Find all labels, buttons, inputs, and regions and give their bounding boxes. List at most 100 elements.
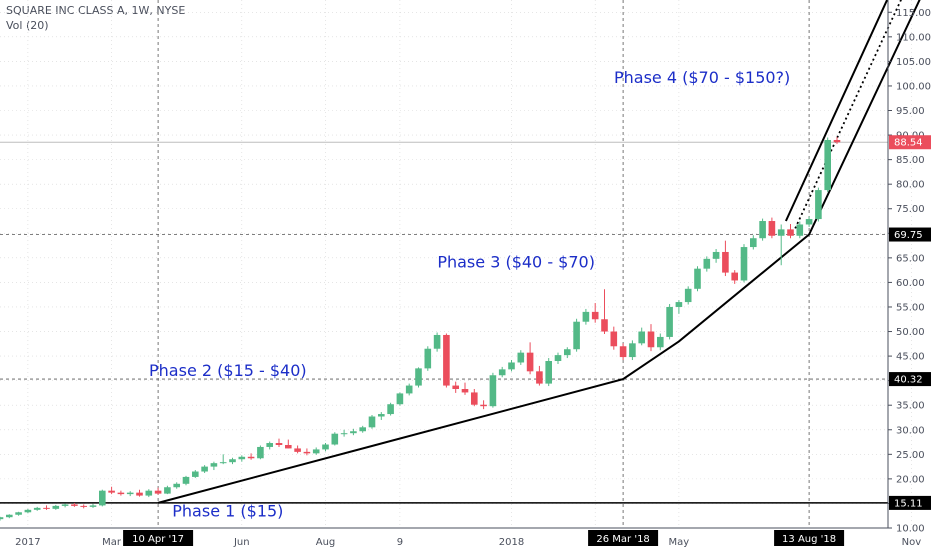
price-level-label: 15.11 xyxy=(894,498,923,509)
phase-annotation: Phase 2 ($15 - $40) xyxy=(149,361,307,380)
x-marker-tag xyxy=(774,530,845,546)
candle-body xyxy=(238,456,246,460)
candle-body xyxy=(601,319,608,332)
candle-body xyxy=(824,139,831,191)
candle-body xyxy=(229,459,236,463)
candle-body xyxy=(722,251,729,273)
y-tick-label: 45.00 xyxy=(896,352,925,363)
candle-body xyxy=(526,352,534,372)
phase-annotation: Phase 4 ($70 - $150?) xyxy=(614,68,790,87)
x-marker-tag xyxy=(588,530,659,546)
candle-body xyxy=(182,476,190,484)
candle-body xyxy=(573,321,580,350)
y-tick-label: 10.00 xyxy=(896,524,925,535)
candle-body xyxy=(164,487,171,494)
candle-body xyxy=(257,446,264,459)
candle-body xyxy=(536,371,543,384)
candle-body xyxy=(750,238,757,248)
candle-body xyxy=(443,334,450,386)
x-marker-tag xyxy=(123,530,194,546)
candle-body xyxy=(368,416,376,428)
y-tick-label: 75.00 xyxy=(896,204,925,215)
trendline xyxy=(794,0,902,229)
candle-body xyxy=(591,311,599,320)
candle-body xyxy=(331,433,339,445)
x-tick-label: Jun xyxy=(233,537,250,548)
candle-body xyxy=(489,375,497,407)
candle-body xyxy=(610,331,618,347)
candle-body xyxy=(712,251,720,259)
y-tick-label: 30.00 xyxy=(896,425,925,436)
x-tick-label: Aug xyxy=(316,537,336,548)
candle-body xyxy=(61,504,69,506)
x-tick-label: May xyxy=(669,537,690,548)
candle-body xyxy=(154,490,162,494)
candle-body xyxy=(703,258,711,269)
candle-body xyxy=(359,427,366,432)
annotations: Phase 1 ($15) Phase 2 ($15 - $40) Phase 3 … xyxy=(149,68,790,521)
y-tick-label: 25.00 xyxy=(896,450,925,461)
candle-body xyxy=(554,355,562,362)
candle-body xyxy=(461,389,469,393)
price-level-label: 40.32 xyxy=(894,375,923,386)
phase-annotation: Phase 3 ($40 - $70) xyxy=(437,253,595,272)
y-tick-label: 115.00 xyxy=(896,8,931,19)
candle-body xyxy=(303,451,311,454)
y-tick-label: 95.00 xyxy=(896,106,925,117)
price-level-tag xyxy=(889,495,931,510)
y-tick-label: 100.00 xyxy=(896,81,931,92)
candle-body xyxy=(666,306,673,337)
candle-body xyxy=(136,492,143,496)
trendlines[interactable] xyxy=(157,0,921,504)
candle-body xyxy=(173,483,180,488)
candle-body xyxy=(285,444,292,449)
candle-body xyxy=(731,272,738,281)
candle-body xyxy=(210,463,218,467)
x-tick-label: Mar xyxy=(102,537,122,548)
y-tick-label: 60.00 xyxy=(896,278,925,289)
candle-body xyxy=(378,414,385,417)
candle-body xyxy=(796,224,804,236)
candle-body xyxy=(424,348,432,369)
x-tick-label: 2018 xyxy=(499,537,524,548)
candle-body xyxy=(350,431,357,434)
candle-body xyxy=(777,229,785,236)
trendline xyxy=(157,0,921,504)
candle-body xyxy=(340,433,348,435)
price-level-tag xyxy=(889,135,931,150)
candle-body xyxy=(452,385,459,390)
candle-body xyxy=(24,509,32,513)
candle-body xyxy=(52,505,60,509)
x-tick-label: 2017 xyxy=(15,537,40,548)
candle-body xyxy=(266,443,273,447)
candle-body xyxy=(545,361,552,384)
candle-body xyxy=(322,444,329,450)
candle-body xyxy=(471,392,478,405)
y-tick-label: 85.00 xyxy=(896,155,925,166)
volume-label: Vol (20) xyxy=(6,19,49,32)
candle-body xyxy=(117,492,125,495)
candle-body xyxy=(498,369,506,376)
candle-body xyxy=(433,334,441,349)
candle-body xyxy=(619,346,627,358)
candle-body xyxy=(657,336,664,348)
candle-body xyxy=(0,517,4,520)
candle-body xyxy=(275,443,283,445)
candle-body xyxy=(787,229,794,236)
candle-body xyxy=(684,288,692,303)
y-tick-label: 80.00 xyxy=(896,180,925,191)
candle-body xyxy=(638,331,645,344)
candle-body xyxy=(805,219,813,225)
candle-body xyxy=(694,268,701,289)
candle-body xyxy=(759,221,766,239)
y-tick-label: 20.00 xyxy=(896,474,925,485)
price-level-tag xyxy=(889,372,931,387)
y-tick-label: 35.00 xyxy=(896,401,925,412)
candle-body xyxy=(647,331,655,348)
candle-body xyxy=(6,514,13,518)
candle-body xyxy=(480,404,487,407)
candles xyxy=(0,137,841,521)
y-tick-label: 105.00 xyxy=(896,57,931,68)
price-level-label: 69.75 xyxy=(894,230,923,241)
